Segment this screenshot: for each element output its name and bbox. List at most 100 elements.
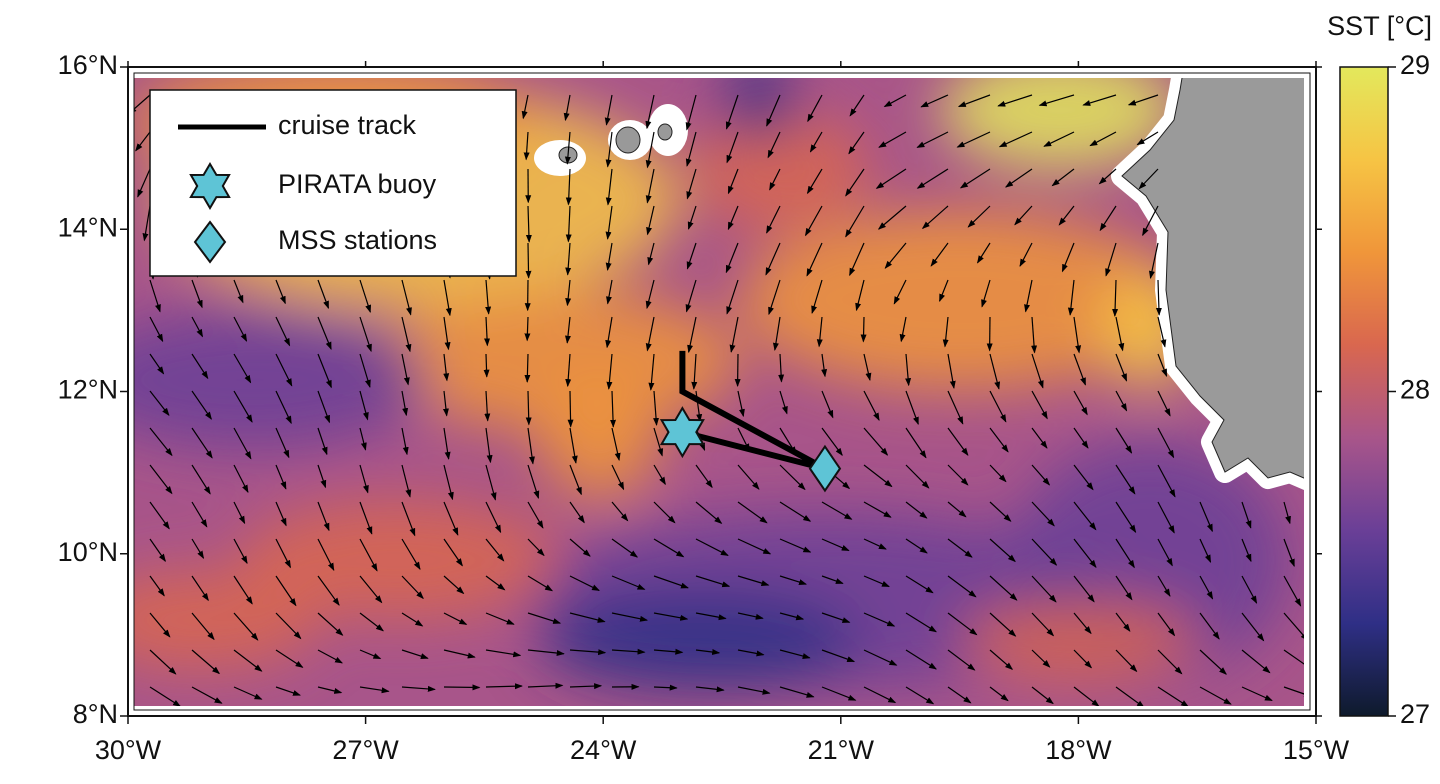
wind-arrow <box>149 390 170 416</box>
colorbar-tick-label: 27 <box>1400 699 1430 729</box>
wind-arrow <box>779 575 807 585</box>
wind-arrow <box>779 390 788 415</box>
wind-arrow <box>765 242 781 276</box>
wind-arrow <box>359 501 373 535</box>
y-tick-label: 16°N <box>58 50 118 80</box>
wind-arrow <box>569 538 591 557</box>
legend-label: PIRATA buoy <box>278 169 437 199</box>
wind-arrow <box>1199 612 1220 640</box>
wind-arrow <box>524 353 531 383</box>
wind-arrow <box>275 686 301 696</box>
wind-arrow <box>149 538 166 562</box>
wind-arrow <box>137 168 151 198</box>
wind-arrow <box>233 538 248 565</box>
wind-arrow <box>989 464 1007 483</box>
wind-arrow <box>942 316 949 348</box>
wind-arrow <box>527 575 553 592</box>
wind-arrow <box>359 390 369 421</box>
wind-arrow <box>905 575 934 594</box>
wind-arrow <box>233 316 248 342</box>
wind-arrow <box>1031 686 1054 705</box>
wind-arrow <box>1031 316 1038 354</box>
wind-arrow <box>527 427 535 465</box>
wind-arrow <box>1157 427 1175 459</box>
legend-label: MSS stations <box>278 225 437 255</box>
sst-patch <box>380 290 740 430</box>
wind-arrow <box>821 390 834 419</box>
sst-patch <box>960 600 1200 680</box>
wind-arrow <box>317 538 335 571</box>
wind-arrow <box>1024 279 1033 313</box>
wind-arrow <box>977 242 991 264</box>
wind-arrow <box>1241 538 1252 563</box>
wind-arrow <box>807 94 823 123</box>
wind-arrow <box>1283 575 1302 607</box>
colorbar-scale <box>1339 66 1389 717</box>
wind-arrow <box>811 279 823 314</box>
wind-arrow <box>685 94 697 131</box>
wind-arrow <box>191 649 221 675</box>
wind-arrow <box>275 501 287 527</box>
wind-arrow <box>359 686 390 694</box>
wind-arrow <box>845 168 865 197</box>
wind-arrow <box>149 279 161 313</box>
wind-arrow <box>611 575 646 590</box>
wind-arrow <box>1283 612 1304 641</box>
wind-arrow <box>1112 279 1119 317</box>
wind-arrow <box>485 649 522 658</box>
land <box>534 78 1304 491</box>
wind-arrow <box>863 649 898 666</box>
wind-arrow <box>686 168 697 200</box>
wind-arrow <box>645 94 655 130</box>
wind-arrow <box>1098 168 1117 185</box>
wind-arrow <box>947 686 972 704</box>
wind-arrow <box>1099 205 1117 232</box>
wind-arrow <box>766 94 781 127</box>
wind-arrow <box>725 94 739 130</box>
sst-patch <box>540 590 860 690</box>
wind-arrow <box>939 279 949 303</box>
wind-arrow <box>779 501 812 522</box>
wind-arrow <box>1241 501 1252 529</box>
wind-arrow <box>275 390 292 425</box>
wind-arrow <box>565 205 572 243</box>
x-tick-label: 30°W <box>95 735 162 765</box>
wind-arrow <box>1073 575 1095 603</box>
wind-arrow <box>863 686 897 704</box>
wind-arrow <box>645 316 655 352</box>
wind-arrow <box>1115 575 1133 601</box>
wind-arrow <box>1031 353 1044 389</box>
wind-arrow <box>521 94 529 120</box>
wind-arrow <box>317 575 340 606</box>
wind-arrow <box>1127 94 1159 106</box>
wind-arrow <box>737 612 764 620</box>
wind-arrow <box>149 649 177 675</box>
pirata-buoy <box>659 406 705 459</box>
wind-arrow <box>1073 353 1086 386</box>
wind-arrow <box>695 538 729 556</box>
wind-arrow <box>849 242 865 277</box>
wind-arrow <box>1051 168 1075 187</box>
wind-arrow <box>737 575 770 586</box>
colorbar-tick-label: 29 <box>1400 50 1430 80</box>
wind-arrow <box>727 168 739 195</box>
wind-arrow <box>527 612 562 624</box>
wind-arrow <box>1199 575 1214 600</box>
wind-arrow <box>821 612 851 623</box>
wind-arrow <box>695 464 713 489</box>
wind-arrow <box>275 575 297 607</box>
wind-arrow <box>401 685 436 692</box>
wind-arrow <box>737 501 768 524</box>
wind-arrow <box>646 205 655 236</box>
wind-arrow <box>191 316 204 338</box>
wind-arrow <box>653 684 678 691</box>
wind-arrow <box>863 575 890 588</box>
wind-arrow <box>947 464 969 486</box>
wind-arrow <box>1005 168 1033 188</box>
wind-arrow <box>565 242 572 276</box>
sst-patch <box>540 380 660 500</box>
wind-arrow <box>1149 242 1159 280</box>
wind-arrow <box>947 575 977 598</box>
wind-arrow <box>1199 649 1227 675</box>
wind-arrow <box>893 279 907 305</box>
